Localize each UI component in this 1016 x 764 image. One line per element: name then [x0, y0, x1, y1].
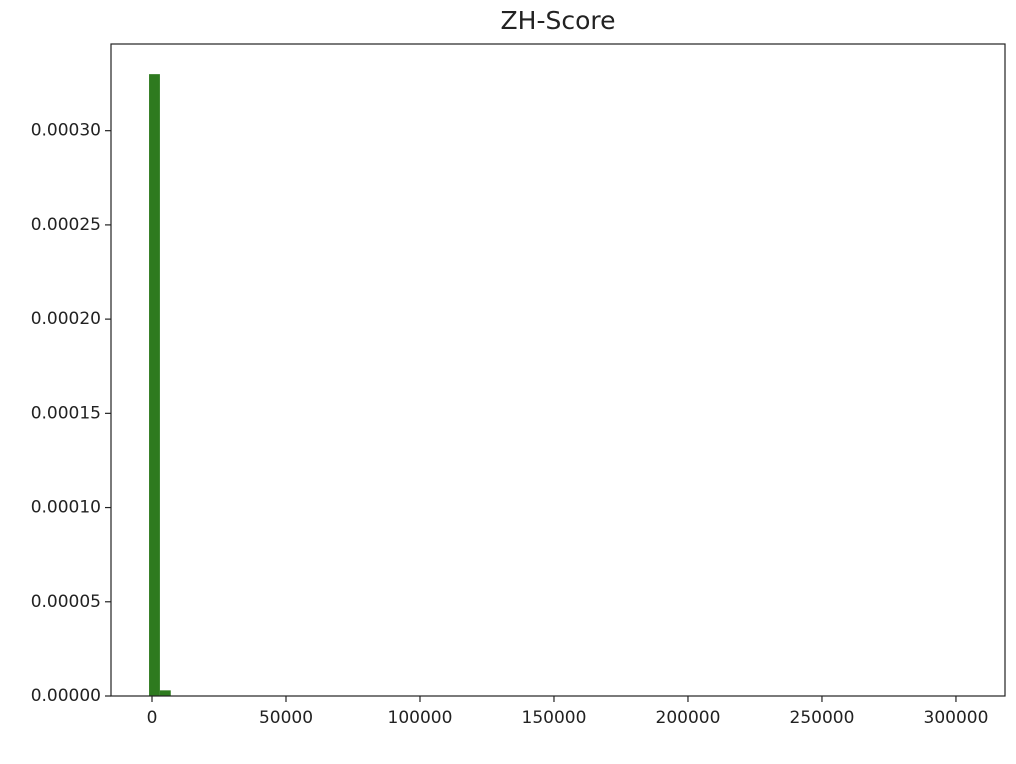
- plot-frame: [110, 43, 1006, 697]
- y-tick-label: 0.00015: [31, 403, 101, 423]
- x-tick-label: 50000: [259, 708, 313, 728]
- x-tick-label: 200000: [656, 708, 721, 728]
- x-axis-label: ZH-Score (n=500): [445, 760, 672, 764]
- y-tick-label: 0.00000: [31, 686, 101, 706]
- y-tick-label: 0.00030: [31, 121, 101, 141]
- x-tick-label: 150000: [522, 708, 587, 728]
- y-tick-label: 0.00025: [31, 215, 101, 235]
- y-tick-label: 0.00010: [31, 498, 101, 518]
- bar: [159, 690, 171, 696]
- y-tick-label: 0.00020: [31, 309, 101, 329]
- chart-title: ZH-Score: [501, 6, 616, 35]
- bar: [149, 74, 160, 697]
- x-tick-label: 0: [147, 708, 158, 728]
- x-tick-label: 100000: [388, 708, 453, 728]
- y-tick-label: 0.00005: [31, 592, 101, 612]
- x-tick-label: 300000: [924, 708, 989, 728]
- x-tick-label: 250000: [790, 708, 855, 728]
